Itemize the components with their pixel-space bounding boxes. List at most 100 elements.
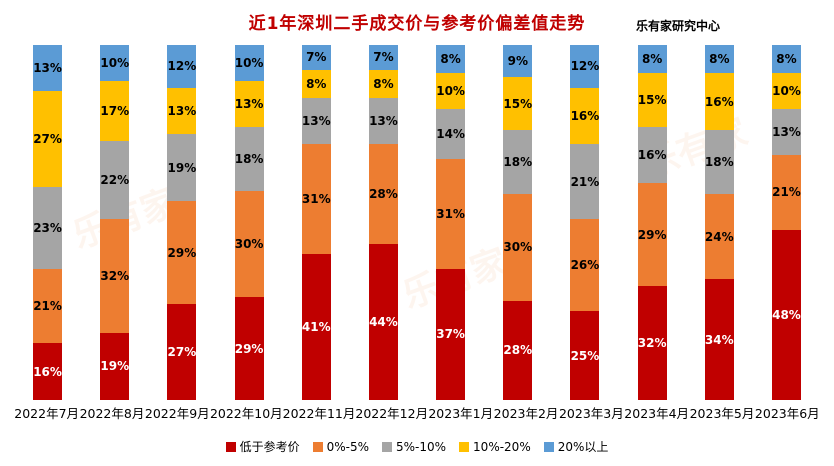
x-axis-label: 2023年6月 [754, 406, 820, 421]
stacked-bar: 25% 26% 21% 16% 12% [570, 45, 600, 400]
bar-segment: 29% [167, 201, 197, 305]
legend-label: 0%-5% [326, 439, 369, 454]
stacked-bar: 37% 31% 14% 10% 8% [436, 45, 466, 400]
x-axis-label: 2022年12月 [355, 406, 429, 421]
bar-segment: 22% [100, 140, 130, 219]
bar-segment: 10% [436, 73, 466, 109]
bar-segment: 13% [771, 108, 801, 156]
bar-segment: 8% [301, 69, 331, 99]
chart-legend: 低于参考价 0%-5% 5%-10% 10%-20% 20%以上 [0, 438, 834, 455]
stacked-bar: 28% 30% 18% 15% 9% [503, 45, 533, 400]
stacked-bar: 41% 31% 13% 8% 7% [301, 45, 331, 400]
x-axis-label: 2023年3月 [558, 406, 624, 421]
bar-segment: 18% [503, 130, 533, 195]
bar-segment: 29% [637, 183, 667, 287]
legend-item: 0%-5% [312, 439, 369, 454]
bar-segment: 16% [33, 343, 63, 400]
bar-segment: 13% [301, 98, 331, 145]
legend-item: 5%-10% [382, 440, 446, 454]
bar-segment: 27% [33, 91, 63, 188]
x-axis-label: 2023年1月 [428, 406, 494, 421]
bar-segment: 21% [33, 268, 63, 344]
bar-segment: 37% [436, 268, 466, 400]
chart-header: 近1年深圳二手成交价与参考价偏差值走势 乐有家研究中心 [0, 0, 834, 44]
bar-segment: 48% [771, 229, 801, 400]
bar-segment: 28% [503, 300, 533, 400]
legend-label: 5%-10% [396, 439, 447, 454]
bar-segment: 30% [234, 190, 264, 298]
bar-segment: 13% [368, 98, 398, 145]
legend-item: 低于参考价 [225, 438, 300, 455]
bar-segment: 8% [637, 45, 667, 74]
bar-segment: 17% [100, 80, 130, 141]
bar-segment: 32% [637, 286, 667, 400]
bar-segment: 13% [234, 80, 264, 127]
bar-segment: 13% [167, 87, 197, 134]
bar-segment: 13% [33, 45, 63, 92]
bar-segment: 10% [771, 73, 801, 109]
bar-segment: 31% [436, 158, 466, 269]
stacked-bar: 19% 32% 22% 17% 10% [100, 45, 130, 400]
bar-column: 16% 21% 23% 27% 13% [14, 45, 81, 400]
legend-swatch-icon [382, 441, 392, 452]
bar-column: 25% 26% 21% 16% 12% [551, 45, 618, 400]
x-axis-label: 2022年9月 [144, 406, 210, 421]
x-axis-label: 2023年5月 [689, 406, 755, 421]
bar-segment: 34% [704, 279, 734, 400]
bar-segment: 10% [100, 45, 130, 81]
bar-segment: 16% [704, 73, 734, 131]
bar-segment: 32% [100, 218, 130, 333]
bar-segment: 8% [368, 69, 398, 99]
legend-label: 低于参考价 [239, 440, 300, 454]
bar-column: 27% 29% 19% 13% 12% [148, 45, 215, 400]
x-axis-label: 2022年8月 [79, 406, 145, 421]
bar-column: 34% 24% 18% 16% 8% [686, 45, 753, 400]
bar-segment: 8% [704, 45, 734, 74]
bar-segment: 21% [570, 144, 600, 219]
legend-label: 20%以上 [557, 440, 609, 454]
stacked-bar: 32% 29% 16% 15% 8% [637, 45, 667, 400]
bar-segment: 25% [570, 311, 600, 400]
bar-segment: 19% [167, 133, 197, 202]
bar-segment: 10% [234, 45, 264, 81]
bar-column: 37% 31% 14% 10% 8% [417, 45, 484, 400]
bar-segment: 15% [637, 73, 667, 127]
legend-item: 20%以上 [543, 438, 609, 455]
stacked-bar: 16% 21% 23% 27% 13% [33, 45, 63, 400]
bar-segment: 12% [167, 45, 197, 88]
x-axis-label: 2022年11月 [282, 406, 356, 421]
bar-segment: 28% [368, 144, 398, 244]
bar-segment: 7% [368, 45, 398, 70]
bar-segment: 14% [436, 108, 466, 159]
legend-swatch-icon [543, 441, 554, 452]
bar-segment: 16% [570, 87, 600, 145]
bar-segment: 41% [301, 254, 331, 400]
x-axis-label: 2023年4月 [624, 406, 690, 421]
x-axis-labels: 2022年7月 2022年8月 2022年9月 2022年10月 2022年11月 202… [0, 403, 834, 422]
bar-column: 29% 30% 18% 13% 10% [216, 45, 283, 400]
stacked-bar: 44% 28% 13% 8% 7% [368, 45, 398, 400]
x-axis-label: 2023年2月 [493, 406, 559, 421]
x-axis-label: 2022年7月 [14, 406, 80, 421]
stacked-bar: 48% 21% 13% 10% 8% [771, 45, 801, 400]
chart-title: 近1年深圳二手成交价与参考价偏差值走势 [248, 14, 586, 34]
source-label: 乐有家研究中心 [636, 19, 721, 33]
bar-column: 19% 32% 22% 17% 10% [81, 45, 148, 400]
bar-column: 32% 29% 16% 15% 8% [619, 45, 686, 400]
bar-segment: 30% [503, 194, 533, 301]
bar-segment: 9% [503, 45, 533, 77]
bar-segment: 44% [368, 243, 398, 400]
bar-segment: 7% [301, 45, 331, 70]
bar-segment: 18% [704, 130, 734, 195]
bar-segment: 27% [167, 304, 197, 400]
bar-column: 41% 31% 13% 8% 7% [283, 45, 350, 400]
bar-segment: 19% [100, 332, 130, 400]
legend-item: 10%-20% [459, 440, 531, 454]
legend-swatch-icon [225, 441, 236, 452]
chart-plot-area: 16% 21% 23% 27% 13% 19% 32% 22% 17% 10% 27% 29% 19% 1… [0, 45, 834, 400]
bar-segment: 18% [234, 126, 264, 191]
bar-segment: 16% [637, 126, 667, 184]
x-axis-label: 2022年10月 [209, 406, 283, 421]
legend-swatch-icon [312, 441, 323, 452]
bar-segment: 29% [234, 297, 264, 400]
